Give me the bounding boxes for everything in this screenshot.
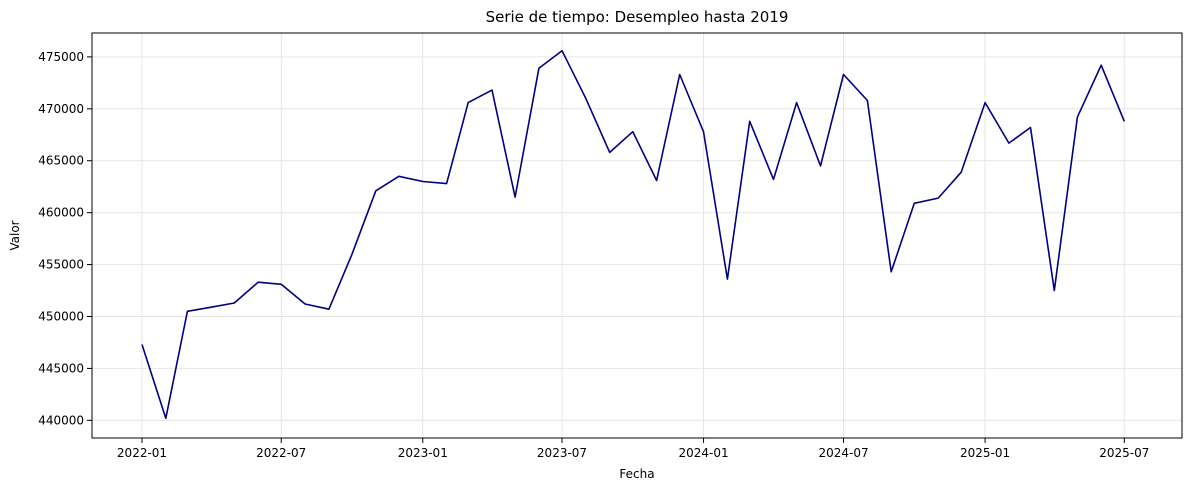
- x-tick-label: 2025-01: [960, 446, 1010, 460]
- grid-lines: [92, 33, 1182, 438]
- x-tick-label: 2024-01: [678, 446, 728, 460]
- y-axis-ticks: 440000 445000 450000 455000 460000 465000 4700…: [38, 50, 92, 427]
- x-tick-label: 2024-07: [818, 446, 868, 460]
- x-tick-label: 2023-07: [537, 446, 587, 460]
- x-tick-label: 2022-07: [256, 446, 306, 460]
- x-tick-label: 2023-01: [398, 446, 448, 460]
- x-tick-label: 2022-01: [117, 446, 167, 460]
- x-axis-ticks: 2022-01 2022-07 2023-01 2023-07 2024-01 2024-…: [117, 438, 1149, 460]
- y-tick-label: 450000: [38, 310, 84, 324]
- y-tick-label: 460000: [38, 206, 84, 220]
- plot-frame: [91, 32, 1183, 439]
- y-tick-label: 455000: [38, 258, 84, 272]
- x-axis-label: Fecha: [619, 467, 654, 481]
- y-tick-label: 445000: [38, 361, 84, 375]
- y-tick-label: 470000: [38, 102, 84, 116]
- chart-title: Serie de tiempo: Desempleo hasta 2019: [486, 8, 789, 26]
- y-tick-label: 440000: [38, 413, 84, 427]
- x-tick-label: 2025-07: [1099, 446, 1149, 460]
- y-axis-label: Valor: [8, 220, 22, 250]
- y-tick-label: 465000: [38, 154, 84, 168]
- series-line: [141, 49, 1126, 420]
- series-line-group: [141, 49, 1126, 420]
- y-tick-label: 475000: [38, 50, 84, 64]
